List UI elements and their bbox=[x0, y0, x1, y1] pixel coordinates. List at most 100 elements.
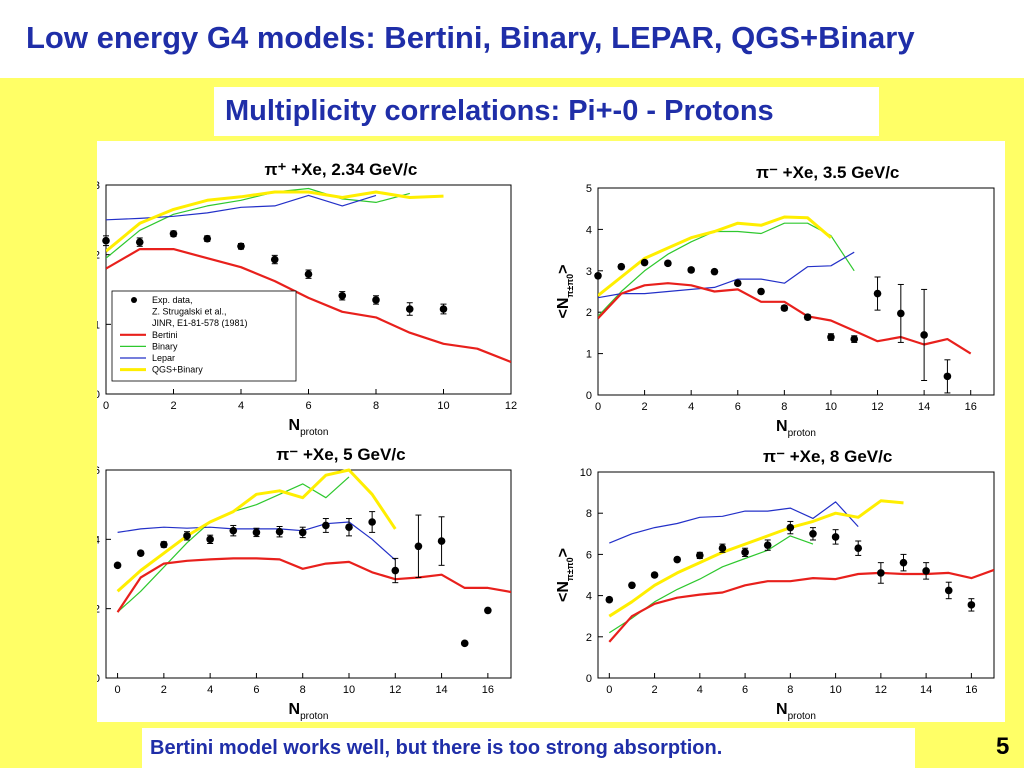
data-point bbox=[803, 313, 812, 321]
x-tick-label: 16 bbox=[965, 684, 977, 696]
x-axis-label-sub: proton bbox=[788, 711, 816, 722]
data-point bbox=[944, 586, 953, 595]
data-point bbox=[405, 305, 414, 313]
plot-frame bbox=[597, 471, 995, 679]
data-point bbox=[298, 528, 307, 537]
data-point bbox=[113, 561, 122, 570]
page-number: 5 bbox=[996, 733, 1010, 760]
data-point bbox=[322, 521, 330, 530]
charts-figure: 0246810120123π⁺ +Xe, 2.34 GeV/cNproton<N… bbox=[97, 160, 995, 722]
x-tick-label: 12 bbox=[505, 400, 517, 412]
data-point bbox=[687, 266, 695, 274]
y-tick-label: 6 bbox=[97, 465, 100, 477]
plot-frame bbox=[105, 469, 512, 679]
data-point bbox=[809, 530, 817, 538]
x-tick-label: 16 bbox=[965, 401, 977, 413]
y-tick-label: 3 bbox=[97, 180, 100, 192]
data-point bbox=[780, 304, 789, 312]
y-axis-label-sub: π±π0 bbox=[565, 274, 575, 298]
data-point bbox=[594, 271, 602, 280]
x-tick-label: 14 bbox=[920, 684, 932, 696]
data-point bbox=[899, 558, 908, 567]
data-point bbox=[270, 255, 279, 264]
x-tick-label: 8 bbox=[781, 401, 787, 413]
y-axis-label: <Nπ±π0> bbox=[555, 265, 575, 319]
x-tick-label: 12 bbox=[871, 401, 883, 413]
data-point bbox=[160, 540, 168, 549]
x-tick-label: 0 bbox=[595, 401, 601, 413]
y-tick-label: 2 bbox=[586, 307, 592, 319]
data-point bbox=[640, 258, 649, 267]
data-point bbox=[763, 541, 772, 549]
x-tick-label: 6 bbox=[253, 684, 259, 696]
y-tick-label: 0 bbox=[586, 390, 592, 402]
data-point bbox=[617, 262, 626, 271]
data-point bbox=[718, 544, 727, 553]
y-axis-label: <Nπ±π0> bbox=[555, 548, 575, 602]
x-tick-label: 10 bbox=[829, 684, 841, 696]
x-tick-label: 8 bbox=[373, 400, 379, 412]
data-point bbox=[757, 287, 765, 296]
series-line-bertini bbox=[116, 557, 511, 613]
data-point bbox=[897, 309, 905, 318]
legend-marker bbox=[131, 297, 137, 303]
data-point bbox=[831, 533, 840, 541]
x-tick-label: 0 bbox=[606, 684, 612, 696]
data-point bbox=[338, 291, 347, 300]
legend-box bbox=[111, 290, 297, 382]
legend-entry: Binary bbox=[152, 341, 178, 351]
x-tick-label: 6 bbox=[742, 684, 748, 696]
x-tick-label: 10 bbox=[437, 400, 449, 412]
data-point bbox=[345, 523, 353, 531]
series-line-binary bbox=[598, 222, 855, 317]
y-axis-label-tail: > bbox=[555, 265, 572, 274]
y-tick-label: 4 bbox=[586, 591, 592, 603]
data-point bbox=[854, 544, 863, 553]
subtitle-box: Multiplicity correlations: Pi+-0 - Proto… bbox=[214, 87, 879, 136]
series-line-qgs-binary bbox=[106, 190, 444, 253]
data-point bbox=[414, 542, 423, 551]
y-tick-label: 3 bbox=[586, 266, 592, 278]
y-tick-label: 0 bbox=[97, 673, 100, 685]
y-tick-label: 6 bbox=[586, 549, 592, 561]
x-tick-label: 14 bbox=[918, 401, 930, 413]
series-line-lepar bbox=[609, 501, 859, 544]
slide-title: Low energy G4 models: Bertini, Binary, L… bbox=[26, 20, 915, 55]
y-tick-label: 2 bbox=[586, 632, 592, 644]
data-point bbox=[850, 335, 859, 343]
series-line-qgs-binary bbox=[116, 468, 397, 593]
data-point bbox=[439, 305, 448, 313]
data-point bbox=[372, 296, 380, 304]
y-tick-label: 5 bbox=[586, 183, 592, 195]
data-point bbox=[135, 238, 144, 246]
series-line-lepar bbox=[106, 194, 377, 221]
data-point bbox=[967, 601, 976, 609]
y-axis-label-sub: π±π0 bbox=[565, 557, 575, 581]
data-point bbox=[460, 639, 469, 648]
x-tick-label: 2 bbox=[161, 684, 167, 696]
legend-entry: Bertini bbox=[152, 330, 178, 340]
x-tick-label: 4 bbox=[207, 684, 213, 696]
data-point bbox=[873, 289, 882, 298]
slide-subtitle: Multiplicity correlations: Pi+-0 - Proto… bbox=[225, 95, 774, 127]
data-point bbox=[733, 279, 742, 288]
data-point bbox=[102, 236, 110, 245]
chart-3: 02468101214160246π⁻ +Xe, 5 GeV/cNproton<… bbox=[97, 445, 512, 722]
y-tick-label: 4 bbox=[97, 534, 100, 546]
y-tick-label: 1 bbox=[97, 319, 100, 331]
x-tick-label: 6 bbox=[305, 400, 311, 412]
x-tick-label: 6 bbox=[735, 401, 741, 413]
data-point bbox=[206, 535, 214, 544]
x-tick-label: 16 bbox=[482, 684, 494, 696]
data-point bbox=[368, 518, 376, 526]
y-axis-label-tail: > bbox=[555, 548, 572, 557]
chart-panel: 0246810120123π⁺ +Xe, 2.34 GeV/cNproton<N… bbox=[97, 141, 1005, 722]
y-tick-label: 0 bbox=[586, 673, 592, 685]
chart-title: π⁻ +Xe, 5 GeV/c bbox=[276, 445, 405, 464]
y-tick-label: 2 bbox=[97, 250, 100, 262]
x-tick-label: 2 bbox=[170, 400, 176, 412]
data-point bbox=[304, 270, 313, 278]
series-line-lepar bbox=[598, 251, 855, 299]
data-point bbox=[710, 267, 719, 276]
legend: Exp. data, Z. Strugalski et al.,JINR, E1-… bbox=[111, 290, 297, 382]
